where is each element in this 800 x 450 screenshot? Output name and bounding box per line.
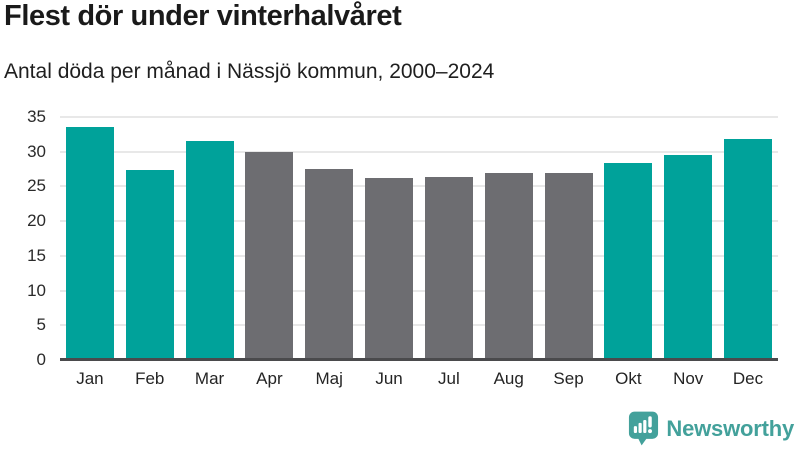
y-axis-labels: 0 5 10 15 20 25 30 35 xyxy=(0,108,46,368)
bar-slot-aug xyxy=(479,117,539,360)
x-tick-label-jul: Jul xyxy=(438,369,460,388)
bar-slot-sep xyxy=(539,117,599,360)
bar-slot-maj xyxy=(299,117,359,360)
bar-aug xyxy=(484,172,533,360)
newsworthy-logo-icon xyxy=(629,411,659,446)
x-axis-line xyxy=(60,358,778,361)
gridline-25 xyxy=(60,185,778,188)
bar-mar xyxy=(185,140,234,360)
x-tick-label-aug: Aug xyxy=(493,369,524,388)
bar-maj xyxy=(305,169,354,360)
gridline-35 xyxy=(60,116,778,118)
x-tick-label-dec: Dec xyxy=(732,369,764,388)
x-tick-label-maj: Maj xyxy=(315,369,343,388)
newsworthy-logo-text: Newsworthy xyxy=(666,415,794,441)
y-tick-label-30: 30 xyxy=(27,141,46,161)
bar-slot-mar xyxy=(180,117,240,360)
x-tick-label-nov: Nov xyxy=(673,369,704,388)
chart-title: Flest dör under vinterhalvåret xyxy=(4,0,402,32)
bar-slot-feb xyxy=(120,117,180,360)
x-tick-label-feb: Feb xyxy=(135,369,165,388)
gridline-5 xyxy=(60,324,778,327)
newsworthy-logo: Newsworthy xyxy=(628,411,794,446)
y-tick-label-25: 25 xyxy=(27,176,46,196)
bar-dec xyxy=(724,139,773,360)
y-tick-label-20: 20 xyxy=(27,211,46,231)
x-tick-label-jun: Jun xyxy=(375,369,403,388)
y-tick-label-10: 10 xyxy=(27,280,46,300)
bar-jan xyxy=(65,126,114,360)
bar-slot-apr xyxy=(239,117,299,360)
y-tick-label-0: 0 xyxy=(36,350,46,370)
bar-slot-dec xyxy=(718,117,778,360)
bar-slot-okt xyxy=(598,117,658,360)
y-tick-label-5: 5 xyxy=(36,315,46,335)
x-tick-label-jan: Jan xyxy=(76,369,104,388)
x-tick-label-okt: Okt xyxy=(615,369,642,388)
gridline-15 xyxy=(60,254,778,257)
gridline-10 xyxy=(60,289,778,292)
bar-series xyxy=(60,117,778,360)
chart-subtitle: Antal döda per månad i Nässjö kommun, 20… xyxy=(4,60,495,83)
bar-jul xyxy=(424,177,473,360)
x-tick-label-mar: Mar xyxy=(194,369,225,388)
gridline-20 xyxy=(60,220,778,223)
bar-slot-jun xyxy=(359,117,419,360)
bar-slot-jul xyxy=(419,117,479,360)
bar-apr xyxy=(245,151,294,360)
x-tick-label-sep: Sep xyxy=(553,369,584,388)
bar-okt xyxy=(604,162,653,360)
bar-slot-jan xyxy=(60,117,120,360)
bar-jun xyxy=(365,178,414,360)
x-tick-label-apr: Apr xyxy=(256,369,283,388)
bar-sep xyxy=(544,172,593,360)
x-axis-labels: Jan Feb Mar Apr Maj Jun Jul Aug Sep Okt Nov Dec xyxy=(60,366,778,392)
plot-area xyxy=(60,116,778,361)
y-tick-label-35: 35 xyxy=(27,107,46,127)
bar-slot-nov xyxy=(658,117,718,360)
bar-feb xyxy=(125,170,174,360)
gridline-30 xyxy=(60,150,778,153)
bar-nov xyxy=(664,155,713,360)
y-tick-label-15: 15 xyxy=(27,246,46,266)
